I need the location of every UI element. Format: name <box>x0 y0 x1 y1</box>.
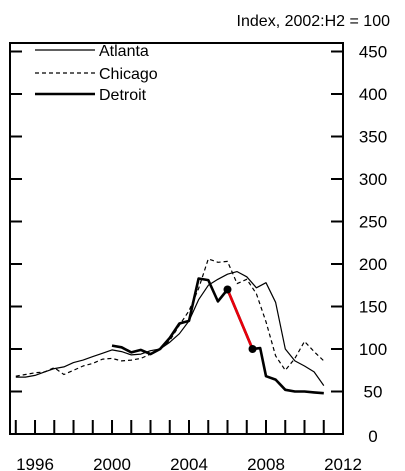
y-tick-label: 300 <box>359 170 387 189</box>
y-tick-label: 450 <box>359 43 387 62</box>
plot-frame <box>9 42 344 435</box>
y-tick-label: 400 <box>359 85 387 104</box>
series-layer <box>15 258 325 395</box>
x-axis-tick-labels: 1996 2000 2004 2008 2012 <box>16 455 362 471</box>
x-tick-label: 2012 <box>324 455 362 471</box>
axis-ticks <box>10 50 343 434</box>
y-tick-label: 100 <box>359 340 387 359</box>
y-tick-label: 150 <box>359 298 387 317</box>
unit-label: Index, 2002:H2 = 100 <box>237 13 391 30</box>
series-line-chicago <box>15 258 325 377</box>
y-tick-label: 200 <box>359 255 387 274</box>
highlight-endpoint-dot <box>248 345 257 353</box>
x-tick-label: 1996 <box>16 455 54 471</box>
legend: Atlanta Chicago Detroit <box>35 43 158 104</box>
x-tick-label: 2004 <box>170 455 208 471</box>
highlight-layer <box>223 285 257 353</box>
y-axis-tick-labels: 0 50 100 150 200 250 300 350 400 450 <box>359 43 387 447</box>
y-tick-label: 50 <box>364 383 383 402</box>
series-line-atlanta <box>15 271 325 386</box>
x-tick-label: 2008 <box>247 455 285 471</box>
legend-label-atlanta: Atlanta <box>99 43 149 60</box>
y-tick-label: 350 <box>359 128 387 147</box>
y-tick-label: 250 <box>359 213 387 232</box>
y-tick-label: 0 <box>368 427 377 446</box>
series-line-detroit <box>111 277 324 395</box>
legend-label-detroit: Detroit <box>99 87 147 104</box>
highlight-endpoint-dot <box>223 285 232 294</box>
legend-label-chicago: Chicago <box>99 66 158 83</box>
x-tick-label: 2000 <box>93 455 131 471</box>
highlight-segment <box>226 288 254 350</box>
